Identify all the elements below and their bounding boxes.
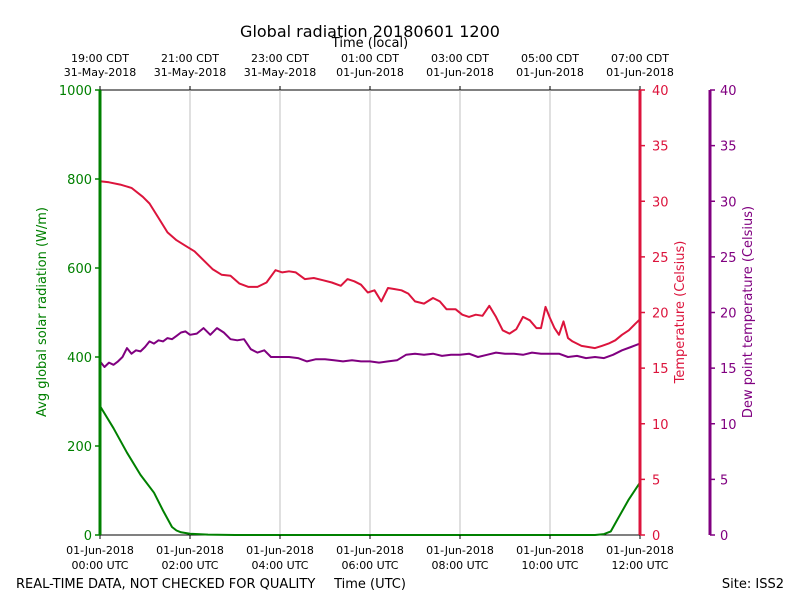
top-tick-label: 31-May-2018: [64, 66, 136, 79]
top-tick-label: 01:00 CDT: [341, 52, 399, 65]
dewpoint-tick-label: 10: [720, 418, 737, 433]
temperature-tick-label: 0: [652, 529, 660, 544]
x-tick-label: 01-Jun-2018: [516, 544, 584, 557]
dewpoint-tick-label: 15: [720, 362, 737, 377]
top-tick-label: 31-May-2018: [154, 66, 226, 79]
x-tick-label: 00:00 UTC: [71, 559, 128, 572]
x-axis-label: Time (UTC): [333, 577, 406, 592]
left-tick-label: 800: [67, 173, 92, 188]
x-tick-label: 12:00 UTC: [611, 559, 668, 572]
temperature-tick-label: 5: [652, 473, 660, 488]
x-tick-label: 01-Jun-2018: [66, 544, 134, 557]
x-tick-label: 01-Jun-2018: [606, 544, 674, 557]
dewpoint-tick-label: 35: [720, 140, 737, 155]
footer-site: Site: ISS2: [722, 577, 784, 592]
top-tick-label: 23:00 CDT: [251, 52, 309, 65]
dewpoint-line: [99, 327, 641, 368]
x-tick-label: 02:00 UTC: [161, 559, 218, 572]
left-tick-label: 0: [84, 529, 92, 544]
temperature-tick-label: 10: [652, 418, 669, 433]
top-tick-label: 19:00 CDT: [71, 52, 129, 65]
chart-title: Global radiation 20180601 1200: [240, 22, 500, 41]
x-tick-label: 01-Jun-2018: [156, 544, 224, 557]
temperature-tick-label: 30: [652, 195, 669, 210]
left-axis-label: Avg global solar radiation (W/m): [35, 207, 50, 417]
x-tick-label: 08:00 UTC: [431, 559, 488, 572]
top-tick-label: 05:00 CDT: [521, 52, 579, 65]
dewpoint-axis-label: Dew point temperature (Celsius): [741, 206, 756, 418]
top-tick-label: 01-Jun-2018: [426, 66, 494, 79]
left-tick-label: 1000: [59, 84, 92, 99]
temperature-tick-label: 40: [652, 84, 669, 99]
temperature-axis-label: Temperature (Celsius): [673, 241, 688, 385]
dewpoint-tick-label: 5: [720, 473, 728, 488]
top-tick-label: 01-Jun-2018: [606, 66, 674, 79]
top-tick-label: 21:00 CDT: [161, 52, 219, 65]
dewpoint-tick-label: 20: [720, 307, 737, 322]
dewpoint-tick-label: 40: [720, 84, 737, 99]
dewpoint-tick-label: 25: [720, 251, 737, 266]
top-axis-label: Time (local): [331, 36, 408, 51]
left-tick-label: 600: [67, 262, 92, 277]
x-tick-label: 10:00 UTC: [521, 559, 578, 572]
temperature-line: [99, 180, 641, 350]
top-tick-label: 03:00 CDT: [431, 52, 489, 65]
top-tick-label: 01-Jun-2018: [336, 66, 404, 79]
top-tick-label: 07:00 CDT: [611, 52, 669, 65]
temperature-tick-label: 15: [652, 362, 669, 377]
x-tick-label: 01-Jun-2018: [336, 544, 404, 557]
x-tick-label: 01-Jun-2018: [426, 544, 494, 557]
temperature-tick-label: 25: [652, 251, 669, 266]
footer-quality-note: REAL-TIME DATA, NOT CHECKED FOR QUALITY: [16, 577, 315, 592]
temperature-tick-label: 35: [652, 140, 669, 155]
x-tick-label: 06:00 UTC: [341, 559, 398, 572]
top-tick-label: 31-May-2018: [244, 66, 316, 79]
dewpoint-tick-label: 0: [720, 529, 728, 544]
x-tick-label: 04:00 UTC: [251, 559, 308, 572]
left-tick-label: 200: [67, 440, 92, 455]
top-tick-label: 01-Jun-2018: [516, 66, 584, 79]
solar-radiation-line: [99, 405, 641, 536]
temperature-tick-label: 20: [652, 307, 669, 322]
left-tick-label: 400: [67, 351, 92, 366]
dewpoint-tick-label: 30: [720, 195, 737, 210]
x-tick-label: 01-Jun-2018: [246, 544, 314, 557]
